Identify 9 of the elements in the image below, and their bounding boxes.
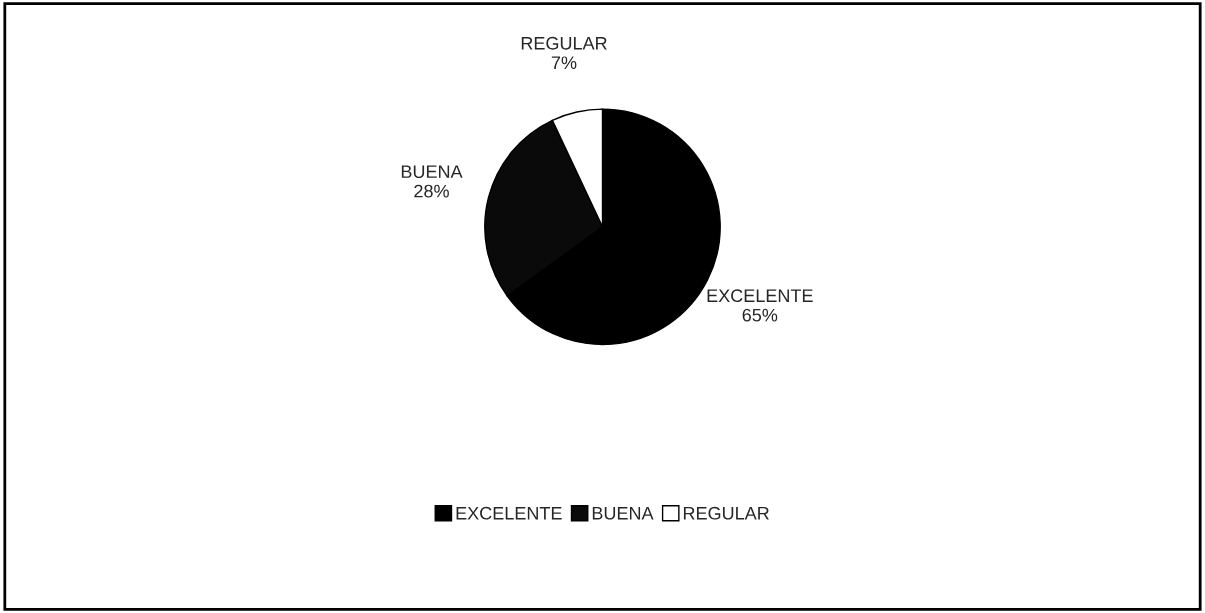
legend-label: BUENA [592,507,654,520]
slice-label: EXCELENTE [707,289,813,303]
data-label: 7% [551,56,577,70]
slice-label: BUENA [401,165,463,179]
legend-label: EXCELENTE [456,506,562,520]
slice-label: REGULAR [521,36,607,50]
data-label: 65% [742,308,778,322]
legend-label: REGULAR [683,506,769,520]
data-label: 28% [414,184,449,198]
